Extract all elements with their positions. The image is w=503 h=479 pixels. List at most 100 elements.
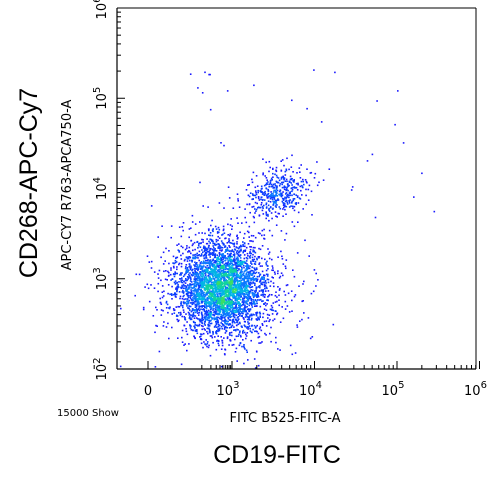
- scatter-point: [248, 292, 250, 295]
- scatter-point: [224, 349, 227, 351]
- scatter-point: [244, 269, 247, 272]
- scatter-point: [252, 328, 254, 331]
- scatter-point: [207, 245, 210, 247]
- scatter-point: [212, 242, 214, 245]
- scatter-point: [225, 289, 228, 291]
- scatter-point: [242, 330, 244, 333]
- scatter-point: [201, 249, 203, 251]
- scatter-point: [177, 337, 179, 339]
- scatter-point: [193, 297, 195, 300]
- scatter-point: [233, 258, 235, 260]
- scatter-point: [208, 281, 210, 284]
- scatter-point: [206, 264, 209, 267]
- scatter-point: [170, 279, 172, 281]
- scatter-point: [215, 296, 218, 298]
- scatter-point: [235, 258, 238, 260]
- scatter-point: [209, 73, 211, 76]
- scatter-point: [286, 194, 288, 197]
- scatter-point: [246, 300, 248, 302]
- scatter-point: [264, 192, 267, 195]
- scatter-point: [295, 182, 298, 185]
- scatter-point: [284, 200, 287, 202]
- scatter-point: [289, 199, 291, 201]
- scatter-point: [208, 291, 211, 294]
- scatter-point: [234, 338, 236, 341]
- scatter-point: [251, 266, 254, 269]
- scatter-point: [161, 296, 164, 299]
- scatter-point: [165, 247, 167, 250]
- scatter-point: [252, 194, 254, 196]
- scatter-point: [182, 252, 184, 255]
- scatter-point: [226, 336, 229, 338]
- scatter-point: [228, 265, 230, 267]
- scatter-point: [246, 326, 249, 328]
- scatter-point: [242, 332, 244, 334]
- scatter-point: [268, 185, 270, 188]
- scatter-point: [200, 282, 202, 285]
- scatter-point: [236, 270, 239, 272]
- scatter-point: [272, 195, 274, 197]
- scatter-point: [295, 202, 297, 204]
- scatter-point: [184, 258, 186, 261]
- scatter-point: [237, 311, 240, 313]
- scatter-point: [165, 300, 168, 303]
- scatter-point: [189, 283, 191, 285]
- scatter-point: [238, 251, 241, 253]
- scatter-point: [263, 274, 265, 276]
- scatter-point: [260, 294, 262, 296]
- scatter-point: [218, 344, 220, 347]
- scatter-point: [250, 269, 253, 272]
- scatter-point: [281, 197, 284, 200]
- scatter-point: [215, 288, 218, 290]
- scatter-point: [285, 198, 287, 200]
- scatter-point: [231, 291, 233, 294]
- scatter-point: [181, 279, 183, 281]
- scatter-point: [194, 289, 197, 291]
- scatter-point: [232, 343, 235, 346]
- scatter-point: [199, 298, 202, 301]
- scatter-point: [160, 303, 163, 305]
- scatter-point: [231, 344, 234, 346]
- scatter-point: [258, 263, 260, 265]
- scatter-point: [197, 303, 200, 305]
- scatter-point: [241, 282, 243, 284]
- scatter-point: [244, 316, 247, 318]
- scatter-point: [237, 294, 240, 296]
- scatter-point: [228, 254, 231, 256]
- scatter-point: [221, 299, 223, 301]
- scatter-point: [225, 322, 228, 325]
- scatter-point: [244, 296, 247, 298]
- scatter-point: [196, 265, 198, 268]
- scatter-point: [238, 283, 241, 285]
- scatter-point: [206, 318, 209, 321]
- scatter-point: [271, 294, 273, 296]
- scatter-point: [221, 314, 223, 317]
- scatter-point: [216, 309, 219, 311]
- scatter-point: [223, 283, 226, 286]
- scatter-point: [259, 274, 261, 276]
- scatter-point: [217, 279, 219, 282]
- scatter-point: [257, 364, 260, 367]
- scatter-point: [203, 284, 206, 286]
- scatter-point: [196, 310, 198, 312]
- scatter-point: [284, 294, 287, 296]
- scatter-point: [248, 318, 250, 321]
- scatter-point: [292, 186, 294, 189]
- scatter-point: [194, 336, 196, 339]
- scatter-point: [217, 276, 219, 278]
- scatter-point: [267, 204, 270, 207]
- scatter-point: [243, 277, 245, 280]
- scatter-point: [237, 313, 240, 315]
- scatter-point: [215, 332, 217, 334]
- scatter-point: [260, 203, 263, 206]
- scatter-point: [203, 309, 205, 311]
- scatter-point: [209, 322, 212, 325]
- scatter-point: [200, 286, 202, 288]
- scatter-point: [241, 266, 243, 269]
- scatter-point: [235, 273, 238, 275]
- scatter-point: [201, 315, 204, 318]
- scatter-point: [214, 266, 216, 268]
- scatter-point: [208, 324, 211, 327]
- scatter-point: [258, 275, 260, 278]
- scatter-point: [228, 287, 230, 290]
